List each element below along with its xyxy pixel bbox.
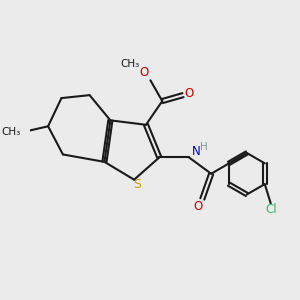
Text: Cl: Cl	[265, 203, 277, 216]
Text: H: H	[200, 142, 208, 152]
Text: O: O	[140, 66, 149, 80]
Text: CH₃: CH₃	[2, 127, 21, 136]
Text: O: O	[184, 87, 194, 100]
Text: N: N	[192, 145, 201, 158]
Text: O: O	[193, 200, 203, 213]
Text: S: S	[133, 178, 141, 190]
Text: CH₃: CH₃	[120, 59, 139, 69]
